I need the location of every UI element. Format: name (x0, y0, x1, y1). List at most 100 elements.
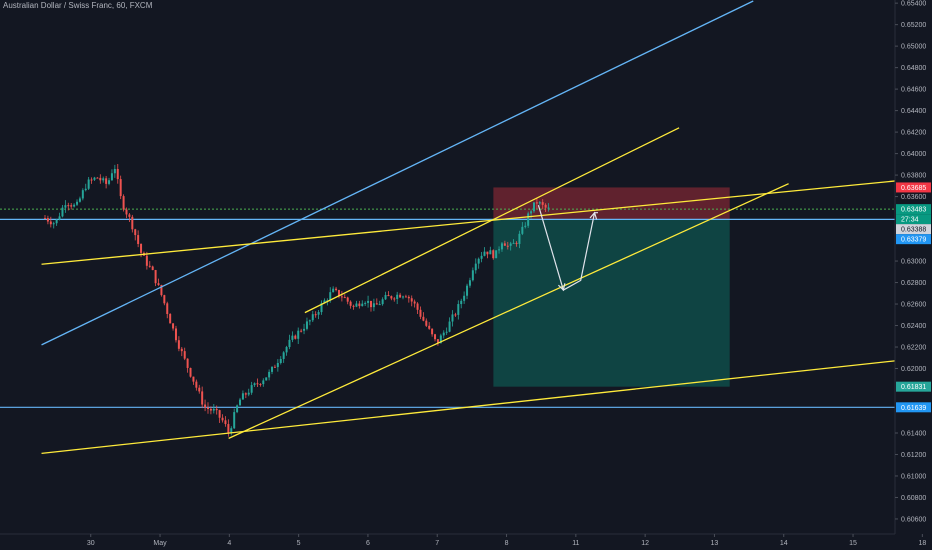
candle-body (399, 294, 402, 298)
candle-body (518, 233, 521, 244)
candle-body (547, 207, 550, 209)
candle-body (262, 380, 265, 385)
candle-body (524, 225, 527, 227)
time-tick-label: 18 (918, 540, 926, 547)
candle-body (367, 300, 370, 303)
stop-zone (493, 187, 730, 220)
candle-body (416, 303, 419, 310)
trend-lines[interactable] (41, 0, 932, 455)
trend-line[interactable] (228, 183, 789, 439)
candle-body (122, 196, 125, 210)
candle-body (407, 296, 410, 299)
candle-body (346, 297, 349, 302)
candle-body (52, 223, 55, 225)
candle-body (212, 408, 215, 411)
candle-body (483, 251, 486, 256)
candle-body (305, 321, 308, 329)
candle-body (151, 266, 154, 271)
candle-body (503, 243, 506, 246)
candle-body (224, 420, 227, 425)
price-tick-label: 0.61000 (901, 473, 926, 480)
candle-body (544, 204, 547, 208)
candle-body (119, 179, 122, 197)
candle-body (378, 304, 381, 306)
trend-line[interactable] (41, 176, 932, 265)
candle-body (125, 209, 128, 215)
candle-body (169, 313, 172, 324)
candle-body (288, 339, 291, 348)
candle-body (434, 334, 437, 340)
candle-body (105, 178, 108, 184)
candle-body (311, 314, 314, 321)
candle-body (460, 300, 463, 305)
time-tick-label: 30 (87, 540, 95, 547)
candle-body (317, 312, 320, 315)
candle-body (527, 213, 530, 226)
candle-body (477, 258, 480, 264)
price-tag (896, 381, 931, 392)
price-tag-label: 0.63379 (901, 237, 926, 244)
price-tag (896, 214, 931, 225)
candle-body (413, 301, 416, 304)
candle-body (300, 330, 303, 332)
candle-body (227, 424, 230, 433)
candle-body (273, 366, 276, 368)
candle-body (361, 303, 364, 307)
candle-body (209, 409, 212, 411)
candle-body (402, 296, 405, 298)
candle-body (355, 303, 358, 307)
candle-body (530, 211, 533, 214)
candle-body (87, 179, 90, 189)
candle-body (198, 387, 201, 392)
candle-body (189, 367, 192, 377)
candle-body (314, 314, 317, 316)
candle-body (247, 392, 250, 395)
candle-body (381, 299, 384, 305)
trend-line[interactable] (304, 127, 680, 314)
trend-line[interactable] (41, 0, 754, 346)
candle-body (404, 296, 407, 298)
candle-body (419, 309, 422, 317)
candle-body (259, 383, 262, 385)
candle-body (140, 243, 143, 253)
price-tick-label: 0.62800 (901, 280, 926, 287)
candle-body (166, 303, 169, 314)
price-tag-label: 0.63388 (901, 227, 926, 234)
candle-body (431, 328, 434, 335)
candle-body (471, 270, 474, 281)
candle-body (250, 385, 253, 393)
candle-body (332, 288, 335, 293)
price-tick-label: 0.64400 (901, 108, 926, 115)
candle-body (137, 235, 140, 244)
price-tick-label: 0.62600 (901, 302, 926, 309)
time-tick-label: 14 (780, 540, 788, 547)
price-tick-label: 0.63600 (901, 194, 926, 201)
candle-body (492, 250, 495, 259)
price-tick-label: 0.64200 (901, 130, 926, 137)
candle-body (369, 300, 372, 308)
candle-body (265, 377, 268, 381)
candle-body (90, 179, 93, 181)
trend-line[interactable] (41, 358, 914, 455)
candle-body (480, 255, 483, 259)
candle-body (498, 249, 501, 251)
candle-body (396, 294, 399, 299)
candle-body (387, 294, 390, 297)
candle-body (276, 363, 279, 368)
candle-body (99, 177, 102, 181)
candle-body (454, 314, 457, 316)
candle-body (495, 250, 498, 259)
position-zones (493, 187, 730, 387)
candle-body (192, 376, 195, 382)
candle-body (303, 328, 306, 331)
time-axis-bg (0, 534, 932, 550)
candle-body (352, 305, 355, 307)
candle-body (172, 323, 175, 329)
price-tag (896, 204, 931, 215)
candle-body (145, 255, 148, 266)
candle-body (340, 296, 343, 298)
horizontal-lines (0, 208, 895, 408)
candle-body (174, 328, 177, 341)
candle-body (372, 303, 375, 308)
